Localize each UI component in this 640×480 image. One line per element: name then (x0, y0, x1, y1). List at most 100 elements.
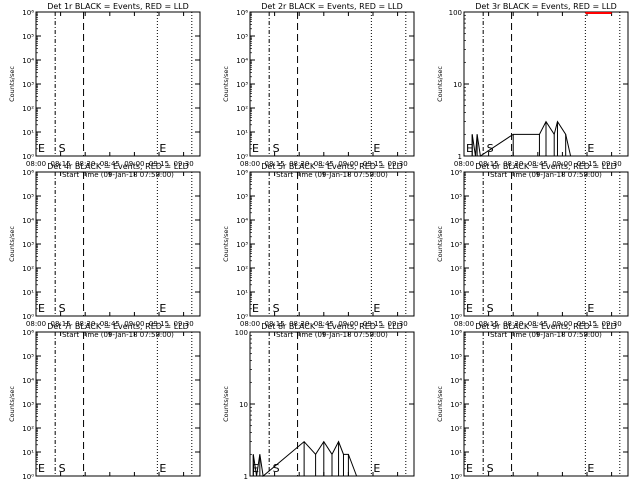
marker-label-S: S (273, 142, 280, 155)
x-tick-label: 08:30 (75, 320, 95, 328)
x-tick-label: 09:15 (577, 320, 597, 328)
x-axis-label: Start Time (09-Jan-18 07:58:00) (490, 331, 602, 339)
plot-panel-6 (463, 171, 629, 317)
x-tick-label: 09:30 (174, 320, 194, 328)
y-tick-label: 10⁴ (22, 217, 34, 225)
y-tick-label: 10⁶ (236, 169, 248, 177)
x-tick-label: 08:45 (314, 160, 334, 168)
marker-label-E: E (587, 462, 594, 475)
x-tick-label: 09:00 (338, 320, 358, 328)
y-axis-label: Counts/sec (222, 66, 230, 102)
plot-title: Det 2r BLACK = Events, RED = LLD (261, 2, 403, 11)
y-axis-label: Counts/sec (436, 66, 444, 102)
x-tick-label: 09:30 (174, 160, 194, 168)
y-tick-label: 10⁴ (450, 377, 462, 385)
y-tick-label: 10⁵ (22, 353, 34, 361)
y-tick-label: 10⁶ (450, 169, 462, 177)
y-tick-label: 10² (22, 105, 34, 113)
plot-title: Det 4r BLACK = Events, RED = LLD (47, 162, 189, 171)
x-tick-label: 09:00 (124, 320, 144, 328)
y-axis-label: Counts/sec (222, 386, 230, 422)
plot-panel-9 (463, 331, 629, 477)
marker-label-E: E (373, 142, 380, 155)
x-tick-label: 08:45 (100, 320, 120, 328)
plot-title: Det 9r BLACK = Events, RED = LLD (475, 322, 617, 331)
x-tick-label: 09:30 (388, 320, 408, 328)
y-tick-label: 10⁵ (22, 193, 34, 201)
marker-label-E: E (587, 142, 594, 155)
y-axis-label: Counts/sec (8, 386, 16, 422)
x-tick-label: 08:45 (528, 320, 548, 328)
x-tick-label: 08:30 (289, 320, 309, 328)
marker-label-E: E (373, 462, 380, 475)
marker-label-E: E (38, 142, 45, 155)
x-axis-label: Start Time (09-Jan-18 07:58:00) (490, 171, 602, 179)
x-tick-label: 08:00 (240, 320, 260, 328)
marker-label-E: E (587, 302, 594, 315)
y-tick-label: 10 (453, 81, 462, 89)
y-tick-label: 10⁰ (236, 313, 248, 321)
marker-label-E: E (466, 462, 473, 475)
events-series (471, 120, 572, 157)
plot-panel-7 (35, 331, 201, 477)
marker-label-E: E (252, 142, 259, 155)
marker-label-E: E (38, 462, 45, 475)
x-tick-label: 08:00 (26, 160, 46, 168)
plot-frame (35, 171, 201, 317)
marker-label-S: S (487, 302, 494, 315)
y-tick-label: 10² (22, 265, 34, 273)
marker-label-E: E (252, 462, 259, 475)
y-tick-label: 10¹ (236, 289, 248, 297)
plot-panel-2 (249, 11, 415, 157)
plot-frame (35, 331, 201, 477)
y-tick-label: 10⁰ (22, 313, 34, 321)
y-tick-label: 10⁶ (450, 329, 462, 337)
x-tick-label: 08:15 (479, 320, 499, 328)
y-tick-label: 10² (450, 265, 462, 273)
y-tick-label: 10¹ (236, 129, 248, 137)
marker-label-S: S (59, 462, 66, 475)
x-tick-label: 09:15 (149, 160, 169, 168)
marker-label-E: E (159, 142, 166, 155)
x-tick-label: 09:30 (602, 160, 622, 168)
plot-panel-3 (463, 11, 629, 157)
x-tick-label: 09:15 (577, 160, 597, 168)
marker-label-S: S (273, 302, 280, 315)
x-tick-label: 09:30 (388, 160, 408, 168)
y-tick-label: 10⁶ (22, 9, 34, 17)
y-tick-label: 100 (449, 9, 462, 17)
plot-title: Det 1r BLACK = Events, RED = LLD (47, 2, 189, 11)
plot-panel-5 (249, 171, 415, 317)
y-tick-label: 10³ (450, 401, 462, 409)
marker-label-E: E (252, 302, 259, 315)
x-tick-label: 09:30 (602, 320, 622, 328)
plot-frame (463, 171, 629, 317)
x-tick-label: 09:15 (363, 320, 383, 328)
plot-title: Det 5r BLACK = Events, RED = LLD (261, 162, 403, 171)
y-tick-label: 10¹ (22, 289, 34, 297)
y-tick-label: 10⁴ (236, 217, 248, 225)
y-axis-label: Counts/sec (8, 226, 16, 262)
y-tick-label: 10³ (450, 241, 462, 249)
y-tick-label: 10⁶ (22, 169, 34, 177)
y-axis-label: Counts/sec (436, 386, 444, 422)
y-tick-label: 10⁵ (22, 33, 34, 41)
y-tick-label: 10⁰ (450, 473, 462, 480)
y-tick-label: 10⁰ (22, 153, 34, 161)
y-tick-label: 10¹ (22, 449, 34, 457)
x-tick-label: 08:30 (503, 320, 523, 328)
y-tick-label: 10⁵ (450, 193, 462, 201)
marker-label-E: E (466, 142, 473, 155)
plot-title: Det 6r BLACK = Events, RED = LLD (475, 162, 617, 171)
x-tick-label: 08:15 (51, 320, 71, 328)
x-tick-label: 09:00 (124, 160, 144, 168)
plot-panel-4 (35, 171, 201, 317)
x-axis-label: Start Time (09-Jan-18 07:58:00) (276, 331, 388, 339)
marker-label-S: S (487, 142, 494, 155)
y-tick-label: 1 (458, 153, 462, 161)
y-tick-label: 10³ (236, 81, 248, 89)
y-tick-label: 10¹ (450, 289, 462, 297)
y-tick-label: 10⁴ (236, 57, 248, 65)
x-tick-label: 09:15 (363, 160, 383, 168)
